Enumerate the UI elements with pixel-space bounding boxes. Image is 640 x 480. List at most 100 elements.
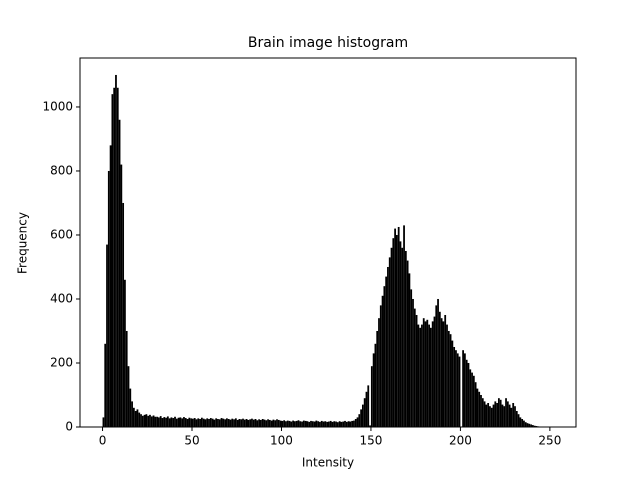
bar	[422, 318, 425, 427]
x-tick-label: 150	[359, 434, 382, 448]
bar	[294, 421, 296, 427]
bar	[523, 420, 525, 427]
bar	[363, 398, 366, 427]
bar	[494, 401, 497, 427]
x-tick-label: 0	[99, 434, 107, 448]
bar	[170, 417, 173, 427]
bar	[344, 420, 346, 427]
bar	[395, 234, 398, 427]
bar	[492, 404, 495, 427]
bar	[328, 421, 330, 427]
bar	[490, 407, 493, 427]
bar	[345, 421, 348, 427]
bar	[351, 420, 354, 427]
bar	[354, 418, 357, 427]
bar	[435, 305, 438, 427]
bar	[506, 401, 509, 427]
bar	[245, 418, 248, 427]
bar	[335, 421, 337, 427]
bar	[394, 228, 396, 427]
bar	[254, 418, 257, 427]
bar	[172, 418, 175, 427]
bar	[218, 419, 221, 427]
bar	[467, 362, 470, 427]
bar	[465, 359, 468, 427]
bar	[410, 289, 413, 427]
bar	[149, 414, 151, 427]
bar	[138, 412, 141, 427]
bar	[451, 340, 454, 427]
bar	[229, 419, 232, 427]
bar	[304, 420, 307, 427]
bar	[127, 366, 130, 427]
bar	[421, 324, 423, 427]
bar	[208, 418, 210, 427]
bar	[265, 420, 268, 427]
bar	[440, 318, 443, 427]
bar	[426, 319, 429, 427]
bar	[174, 416, 176, 427]
bar	[315, 420, 318, 427]
bar	[242, 418, 244, 427]
bar	[106, 244, 108, 427]
bar	[519, 417, 522, 427]
bar	[472, 375, 475, 427]
x-tick-label: 100	[270, 434, 293, 448]
bar	[415, 314, 418, 427]
x-axis-label: Intensity	[302, 456, 354, 470]
bar	[413, 308, 416, 427]
bar	[399, 241, 402, 427]
bar	[299, 421, 302, 427]
bar	[365, 391, 368, 427]
bar	[168, 418, 171, 427]
bar	[349, 421, 352, 427]
bar	[360, 409, 362, 427]
bar	[141, 415, 144, 427]
bar	[226, 418, 228, 427]
bar	[499, 399, 502, 427]
bar	[115, 74, 117, 427]
bar	[183, 417, 185, 427]
bar	[267, 419, 269, 427]
bar	[279, 420, 282, 427]
bar	[111, 94, 114, 428]
bar	[501, 404, 504, 427]
bar	[361, 404, 364, 427]
bar	[433, 316, 436, 427]
bar	[397, 226, 400, 427]
bar	[156, 416, 159, 427]
bar	[530, 424, 532, 427]
bar	[319, 421, 321, 427]
bar	[102, 417, 105, 427]
bar	[211, 418, 214, 427]
bar	[515, 410, 518, 427]
bar	[204, 419, 207, 427]
bar	[268, 419, 271, 427]
bar	[342, 421, 345, 427]
bar	[517, 414, 520, 427]
bar	[383, 286, 386, 427]
bar	[353, 420, 355, 427]
bar	[163, 417, 166, 427]
bar	[202, 418, 205, 427]
bar	[406, 260, 409, 427]
bar	[471, 372, 473, 427]
bar	[213, 419, 216, 427]
bar	[233, 419, 235, 427]
bar	[193, 418, 196, 427]
bar	[379, 305, 382, 427]
bar	[510, 407, 513, 427]
bar	[302, 420, 305, 427]
bar	[272, 419, 275, 427]
bar	[283, 420, 286, 427]
bar	[369, 425, 371, 427]
plot-frame	[79, 57, 577, 428]
bar	[199, 418, 201, 427]
y-tick-label: 0	[65, 420, 73, 434]
bar	[358, 414, 361, 427]
bar	[104, 343, 107, 427]
bar	[134, 410, 137, 427]
bar	[313, 421, 316, 427]
bar	[260, 419, 262, 427]
